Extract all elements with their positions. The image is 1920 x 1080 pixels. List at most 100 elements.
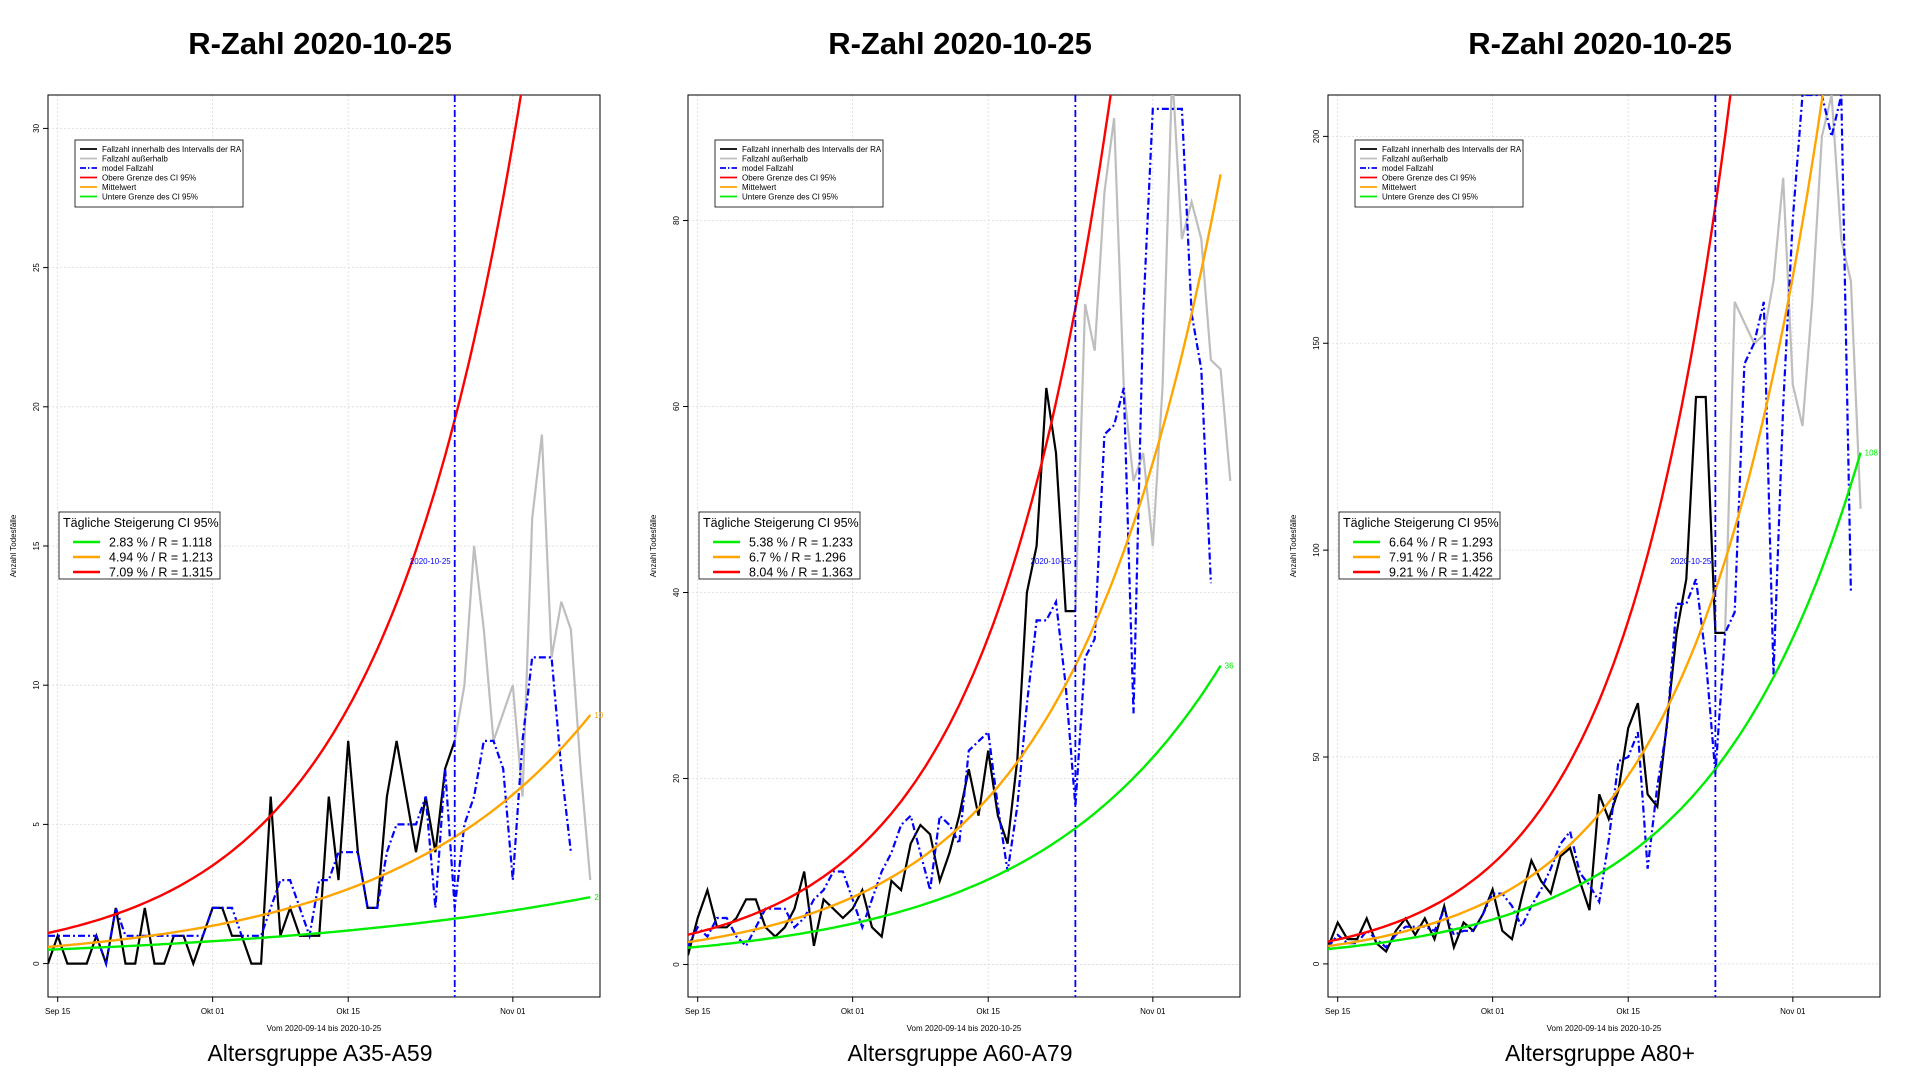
legend-label: Fallzahl außerhalb	[1382, 155, 1448, 164]
y-tick-label: 60	[672, 402, 681, 411]
series-fallzahl-innerhalb	[48, 740, 456, 968]
series-model-fallzahl	[48, 656, 572, 968]
legend-label: model Fallzahl	[742, 164, 794, 173]
y-tick-label: 0	[32, 961, 41, 966]
ci-legend-label: 7.09 % / R = 1.315	[109, 566, 213, 580]
ci-end-label: 108	[1865, 449, 1879, 458]
ci-legend-title: Tägliche Steigerung CI 95%	[703, 516, 859, 530]
y-tick-label: 20	[32, 402, 41, 411]
x-tick-label: Okt 01	[841, 1007, 865, 1016]
vline-label: 2020-10-25	[1670, 557, 1711, 566]
ci-legend-title: Tägliche Steigerung CI 95%	[1343, 516, 1499, 530]
ci-legend-box	[698, 511, 861, 580]
ci-legend-box	[58, 511, 221, 580]
chart-title: R-Zahl 2020-10-25	[828, 26, 1092, 61]
y-tick-label: 5	[32, 822, 41, 827]
x-tick-label: Nov 01	[500, 1007, 526, 1016]
y-tick-label: 150	[1312, 336, 1321, 350]
chart-panel-a35-a59: R-Zahl 2020-10-25 0 5 10 15 20 25 30 Sep 15 Okt …	[0, 0, 640, 1080]
ci-curve-0	[48, 896, 591, 951]
ci-end-label: 36	[1225, 662, 1234, 671]
ci-curve-2	[1328, 95, 1732, 943]
y-tick-label: 20	[672, 773, 681, 782]
legend-label: Mittelwert	[102, 183, 137, 192]
legend-label: Fallzahl innerhalb des Intervalls der RA	[742, 145, 882, 154]
x-tick-label: Okt 15	[1616, 1007, 1640, 1016]
plot-frame	[1327, 94, 1881, 998]
legend-box	[74, 139, 244, 208]
vline-label: 2020-10-25	[410, 557, 451, 566]
series-fallzahl-innerhalb	[688, 387, 1076, 956]
x-tick-label: Sep 15	[45, 1007, 71, 1016]
legend-label: Mittelwert	[742, 183, 777, 192]
series-group	[1328, 95, 1862, 997]
x-axis-label: Vom 2020-09-14 bis 2020-10-25	[1547, 1024, 1662, 1033]
legend-label: Fallzahl innerhalb des Intervalls der RA	[1382, 145, 1522, 154]
ci-curve-0	[1328, 452, 1862, 951]
ci-curve-1	[48, 714, 592, 949]
legend-label: Fallzahl außerhalb	[742, 155, 808, 164]
x-tick-label: Okt 15	[976, 1007, 1000, 1016]
y-tick-label: 50	[1312, 752, 1321, 761]
legend-label: Obere Grenze des CI 95%	[742, 174, 836, 183]
x-axis-label: Vom 2020-09-14 bis 2020-10-25	[267, 1024, 382, 1033]
ci-legend-label: 9.21 % / R = 1.422	[1389, 566, 1493, 580]
chart-caption: Altersgruppe A60-A79	[847, 1040, 1073, 1066]
x-tick-label: Sep 15	[685, 1007, 711, 1016]
legend-label: Untere Grenze des CI 95%	[102, 193, 198, 202]
ci-end-label: 10	[594, 711, 603, 720]
series-fallzahl-ausserhalb	[1074, 95, 1232, 612]
y-tick-label: 25	[32, 263, 41, 272]
plot-frame	[687, 94, 1241, 998]
y-tick-label: 0	[672, 962, 681, 967]
series-fallzahl-ausserhalb	[1724, 95, 1862, 633]
ci-legend-label: 6.64 % / R = 1.293	[1389, 536, 1493, 550]
legend-label: Obere Grenze des CI 95%	[102, 174, 196, 183]
chart-panel-a80-plus: R-Zahl 2020-10-25 0 50 100 150 200 Sep 15 Okt …	[1280, 0, 1920, 1080]
y-tick-label: 0	[1312, 961, 1321, 966]
chart-plot: 0 20 40 60 80 Sep 15 Okt 01 Okt 15 Nov 01 Anzahl …	[649, 94, 1241, 1033]
x-axis-label: Vom 2020-09-14 bis 2020-10-25	[907, 1024, 1022, 1033]
ci-legend-label: 5.38 % / R = 1.233	[749, 536, 853, 550]
legend-box	[714, 139, 884, 208]
chart-caption: Altersgruppe A80+	[1505, 1040, 1695, 1066]
chart-panel-a60-a79: R-Zahl 2020-10-25 0 20 40 60 80 Sep 15 Okt 01 O…	[640, 0, 1280, 1080]
y-tick-label: 10	[32, 680, 41, 689]
ci-curve-0	[688, 664, 1222, 949]
ci-end-label: 2	[594, 893, 599, 902]
legend-box	[1354, 139, 1524, 208]
x-tick-label: Okt 15	[336, 1007, 360, 1016]
vline-label: 2020-10-25	[1030, 557, 1071, 566]
legend-label: model Fallzahl	[102, 164, 154, 173]
ci-legend-label: 7.91 % / R = 1.356	[1389, 551, 1493, 565]
ci-legend-label: 6.7 % / R = 1.296	[749, 551, 846, 565]
chart-plot: 0 5 10 15 20 25 30 Sep 15 Okt 01 Okt 15 Nov 01 Anza…	[9, 94, 604, 1033]
series-model-fallzahl	[1328, 95, 1852, 949]
legend-label: Untere Grenze des CI 95%	[742, 193, 838, 202]
legend-label: Untere Grenze des CI 95%	[1382, 193, 1478, 202]
chart-title: R-Zahl 2020-10-25	[1468, 26, 1732, 61]
legend-label: Mittelwert	[1382, 183, 1417, 192]
legend-label: Obere Grenze des CI 95%	[1382, 174, 1476, 183]
series-group	[688, 95, 1232, 997]
x-tick-label: Nov 01	[1780, 1007, 1806, 1016]
chart-title: R-Zahl 2020-10-25	[188, 26, 452, 61]
ci-legend-label: 8.04 % / R = 1.363	[749, 566, 853, 580]
y-axis-label: Anzahl Todesfälle	[1289, 514, 1298, 577]
y-tick-label: 30	[32, 123, 41, 132]
ci-legend-label: 2.83 % / R = 1.118	[109, 536, 212, 550]
ci-curve-1	[1328, 95, 1824, 948]
x-tick-label: Sep 15	[1325, 1007, 1351, 1016]
y-axis-label: Anzahl Todesfälle	[9, 514, 18, 577]
x-tick-label: Okt 01	[201, 1007, 225, 1016]
legend-label: model Fallzahl	[1382, 164, 1434, 173]
y-tick-label: 40	[672, 587, 681, 596]
y-tick-label: 100	[1312, 543, 1321, 557]
y-tick-label: 200	[1312, 129, 1321, 143]
series-group	[48, 95, 592, 997]
y-tick-label: 15	[32, 541, 41, 550]
series-model-fallzahl	[688, 107, 1212, 948]
ci-legend-box	[1338, 511, 1501, 580]
x-tick-label: Nov 01	[1140, 1007, 1166, 1016]
chart-caption: Altersgruppe A35-A59	[207, 1040, 433, 1066]
